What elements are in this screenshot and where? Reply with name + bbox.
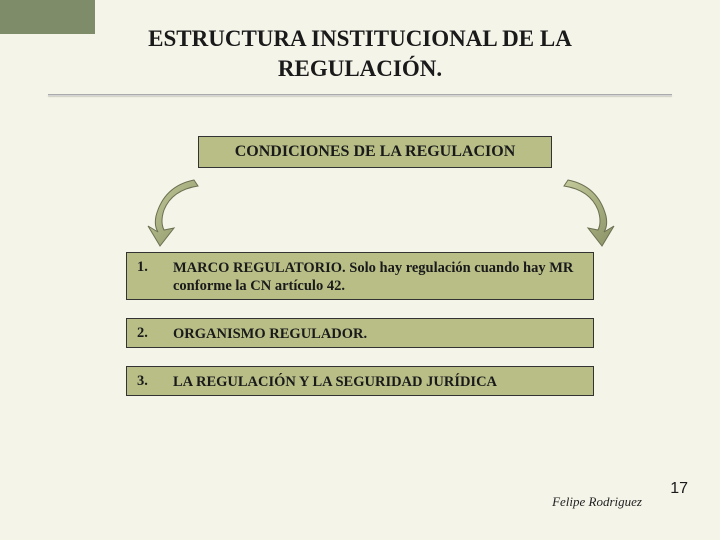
subtitle-box: CONDICIONES DE LA REGULACION [198,136,552,168]
list-item: 3. LA REGULACIÓN Y LA SEGURIDAD JURÍDICA [126,366,594,396]
curved-arrow-right-icon [550,174,620,254]
curved-arrow-left-icon [142,174,212,254]
item-text: LA REGULACIÓN Y LA SEGURIDAD JURÍDICA [173,373,497,389]
page-number: 17 [670,480,688,498]
title-line-2: REGULACIÓN. [278,56,442,81]
title-area: ESTRUCTURA INSTITUCIONAL DE LA REGULACIÓ… [0,0,720,96]
slide-title: ESTRUCTURA INSTITUCIONAL DE LA REGULACIÓ… [0,24,720,84]
list-item: 1. MARCO REGULATORIO. Solo hay regulació… [126,252,594,300]
title-line-1: ESTRUCTURA INSTITUCIONAL DE LA [148,26,572,51]
author-name: Felipe Rodriguez [552,494,642,510]
list-item: 2. ORGANISMO REGULADOR. [126,318,594,348]
item-number: 3. [137,373,173,389]
title-underline [48,94,672,96]
item-number: 1. [137,259,173,293]
item-text: MARCO REGULATORIO. Solo hay regulación c… [173,259,583,293]
item-number: 2. [137,325,173,341]
item-text: ORGANISMO REGULADOR. [173,325,367,341]
subtitle-text: CONDICIONES DE LA REGULACION [235,143,516,161]
corner-decoration [0,0,95,34]
